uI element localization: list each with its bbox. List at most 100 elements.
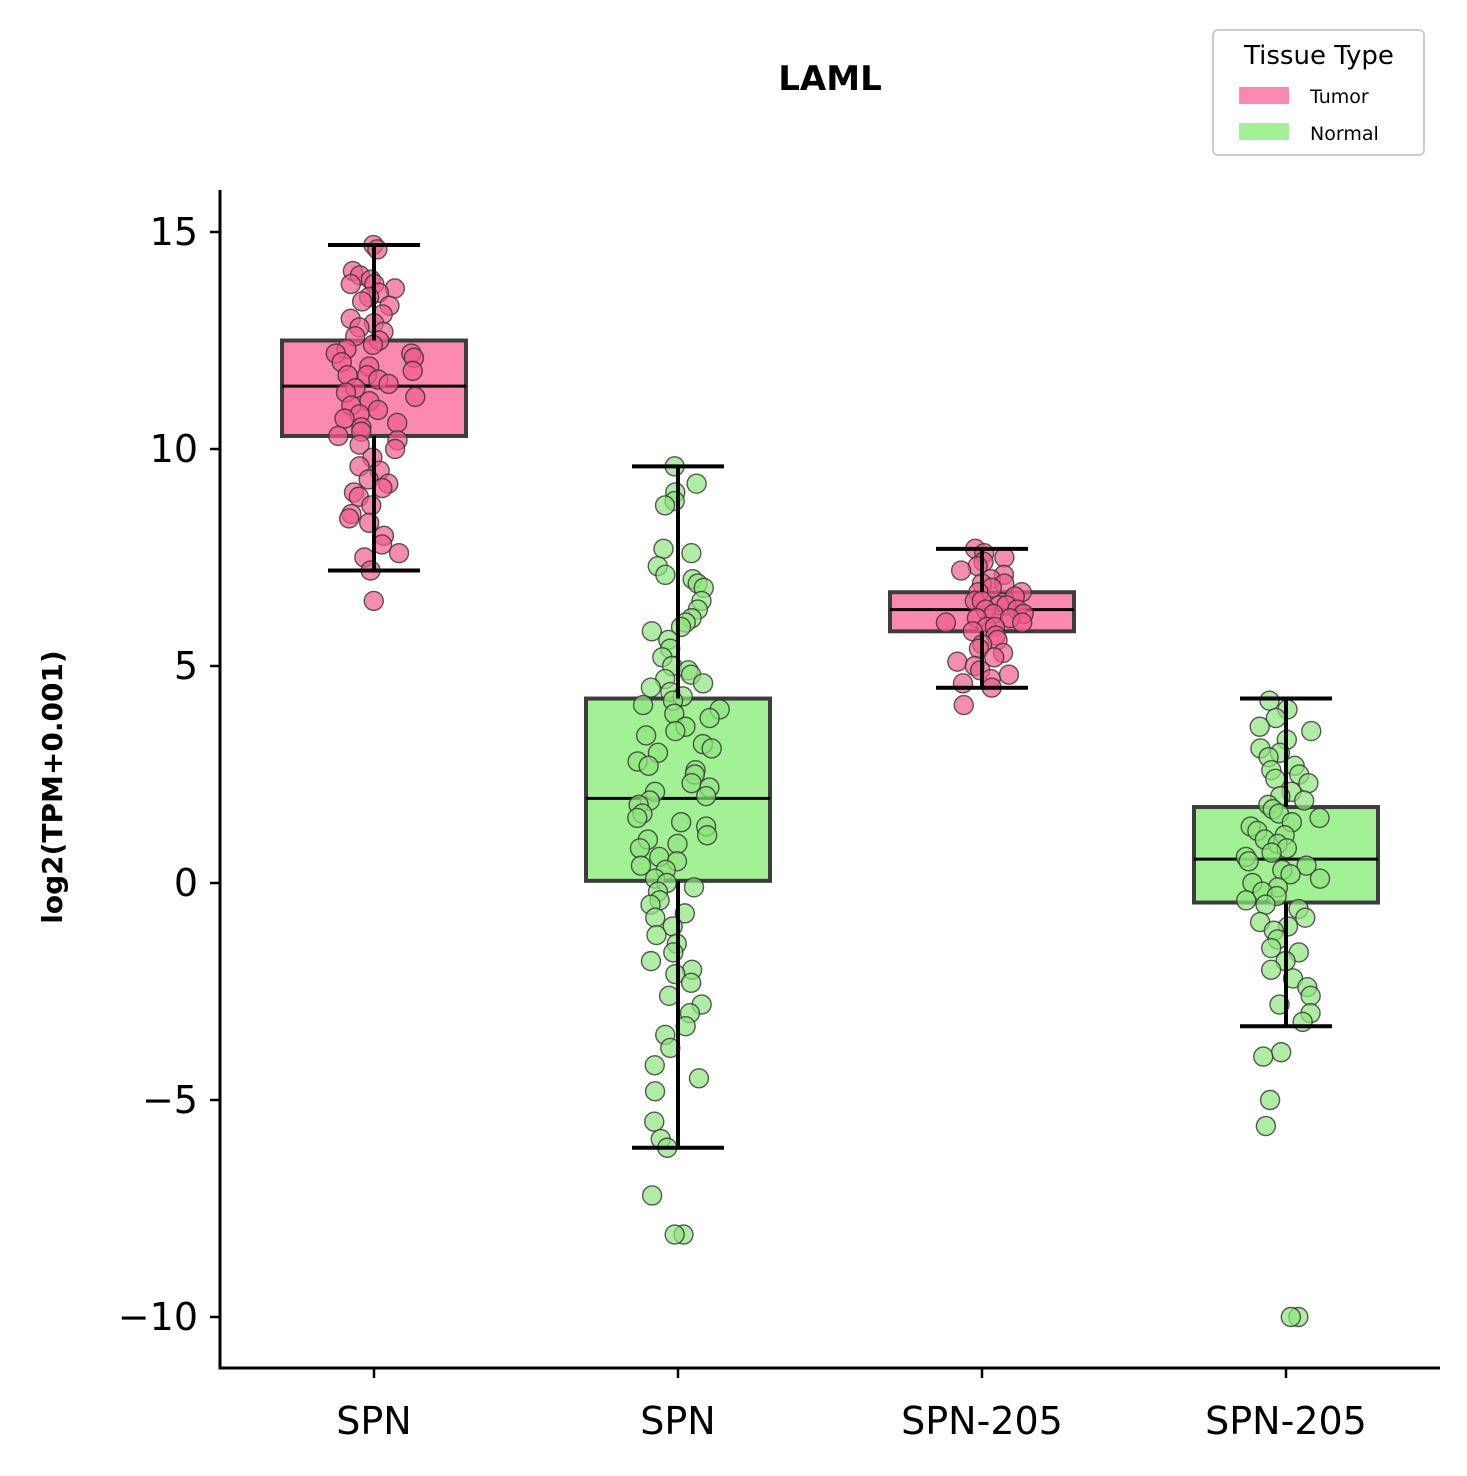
x-tick-label: SPN <box>336 1399 411 1443</box>
box-group-3 <box>1192 690 1380 1328</box>
data-point <box>640 677 662 698</box>
data-point <box>692 673 714 694</box>
data-point <box>1259 1089 1281 1111</box>
data-point <box>367 239 388 260</box>
x-tick-label: SPN-205 <box>1205 1399 1367 1443</box>
data-point <box>686 473 707 494</box>
data-point <box>1259 690 1280 711</box>
data-point <box>695 786 717 807</box>
data-point <box>386 412 408 434</box>
data-point <box>950 560 972 581</box>
data-point <box>1261 842 1282 863</box>
data-point <box>1260 959 1282 980</box>
data-point <box>1292 1011 1313 1033</box>
data-point <box>701 738 722 759</box>
data-point <box>1309 807 1330 829</box>
data-point <box>653 538 674 560</box>
data-point <box>1301 720 1322 742</box>
y-tick-label: 10 <box>150 427 198 471</box>
data-point <box>644 1081 666 1102</box>
data-point <box>664 1224 685 1245</box>
data-point <box>638 755 659 777</box>
data-point <box>405 386 426 408</box>
data-point <box>994 547 1015 568</box>
data-point <box>645 907 666 928</box>
data-point <box>998 664 1020 685</box>
legend: Tissue Type Tumor Normal <box>1212 29 1425 156</box>
data-point <box>674 903 696 924</box>
legend-swatch-tumor <box>1239 87 1289 104</box>
data-point <box>334 408 355 429</box>
legend-label-normal: Normal <box>1310 123 1379 145</box>
legend-title: Tissue Type <box>1243 41 1394 71</box>
data-point <box>688 1068 710 1089</box>
data-point <box>1300 985 1321 1007</box>
axes: −10 −5 0 5 10 15 SPN SPN SPN-205 SPN-205 <box>118 190 1440 1443</box>
data-point <box>641 1185 663 1206</box>
data-point <box>1295 907 1316 928</box>
data-point <box>1253 1046 1274 1067</box>
points-3 <box>1235 690 1331 1328</box>
data-point <box>1298 772 1319 794</box>
chart-title: LAML <box>778 59 881 99</box>
legend-label-tumor: Tumor <box>1309 86 1369 108</box>
data-point <box>338 508 360 529</box>
data-point <box>1255 1115 1277 1137</box>
box-group-0 <box>280 234 468 612</box>
box-group-1 <box>584 456 772 1245</box>
y-tick-label: −10 <box>118 1295 198 1339</box>
data-point <box>641 621 663 642</box>
data-point <box>953 694 974 716</box>
data-point <box>1296 855 1317 876</box>
data-point <box>384 438 406 460</box>
data-point <box>1293 790 1315 811</box>
data-point <box>630 855 652 876</box>
data-point <box>644 1111 665 1132</box>
data-point <box>665 720 686 742</box>
data-point <box>388 542 410 564</box>
data-point <box>1261 937 1282 959</box>
x-tick-label: SPN-205 <box>901 1399 1063 1443</box>
data-point <box>655 564 676 586</box>
data-point <box>646 924 667 946</box>
data-point <box>658 985 680 1007</box>
y-axis-label: log2(TPM+0.001) <box>36 650 69 923</box>
data-point <box>1280 864 1301 885</box>
data-point <box>654 495 676 516</box>
legend-swatch-normal <box>1239 123 1289 140</box>
data-point <box>665 963 686 985</box>
data-point <box>1280 1306 1302 1328</box>
data-point <box>952 673 974 694</box>
data-point <box>1249 716 1270 737</box>
data-point <box>1265 768 1286 790</box>
y-tick-label: −5 <box>142 1078 198 1122</box>
data-point <box>681 542 702 564</box>
y-tick-label: 15 <box>150 210 198 254</box>
data-point <box>699 707 720 729</box>
data-point <box>947 651 968 672</box>
x-tick-label: SPN <box>640 1399 715 1443</box>
data-point <box>367 399 389 421</box>
data-point <box>935 612 957 633</box>
data-point <box>378 373 399 395</box>
data-point <box>1309 868 1331 889</box>
data-point <box>670 812 692 833</box>
data-point <box>1011 612 1033 633</box>
data-point <box>1238 851 1259 872</box>
data-point <box>351 291 373 312</box>
data-point <box>1270 1042 1292 1063</box>
data-point <box>361 495 382 516</box>
data-point <box>683 877 705 898</box>
data-point <box>640 950 662 972</box>
y-tick-label: 5 <box>174 644 198 688</box>
data-point <box>1255 894 1276 915</box>
data-point <box>635 725 657 746</box>
data-point <box>696 825 718 846</box>
data-point <box>349 434 370 455</box>
data-point <box>340 273 362 295</box>
plot-area <box>280 234 1380 1328</box>
y-tick-label: 0 <box>174 861 198 905</box>
points-1 <box>627 456 730 1245</box>
data-point <box>402 360 423 382</box>
